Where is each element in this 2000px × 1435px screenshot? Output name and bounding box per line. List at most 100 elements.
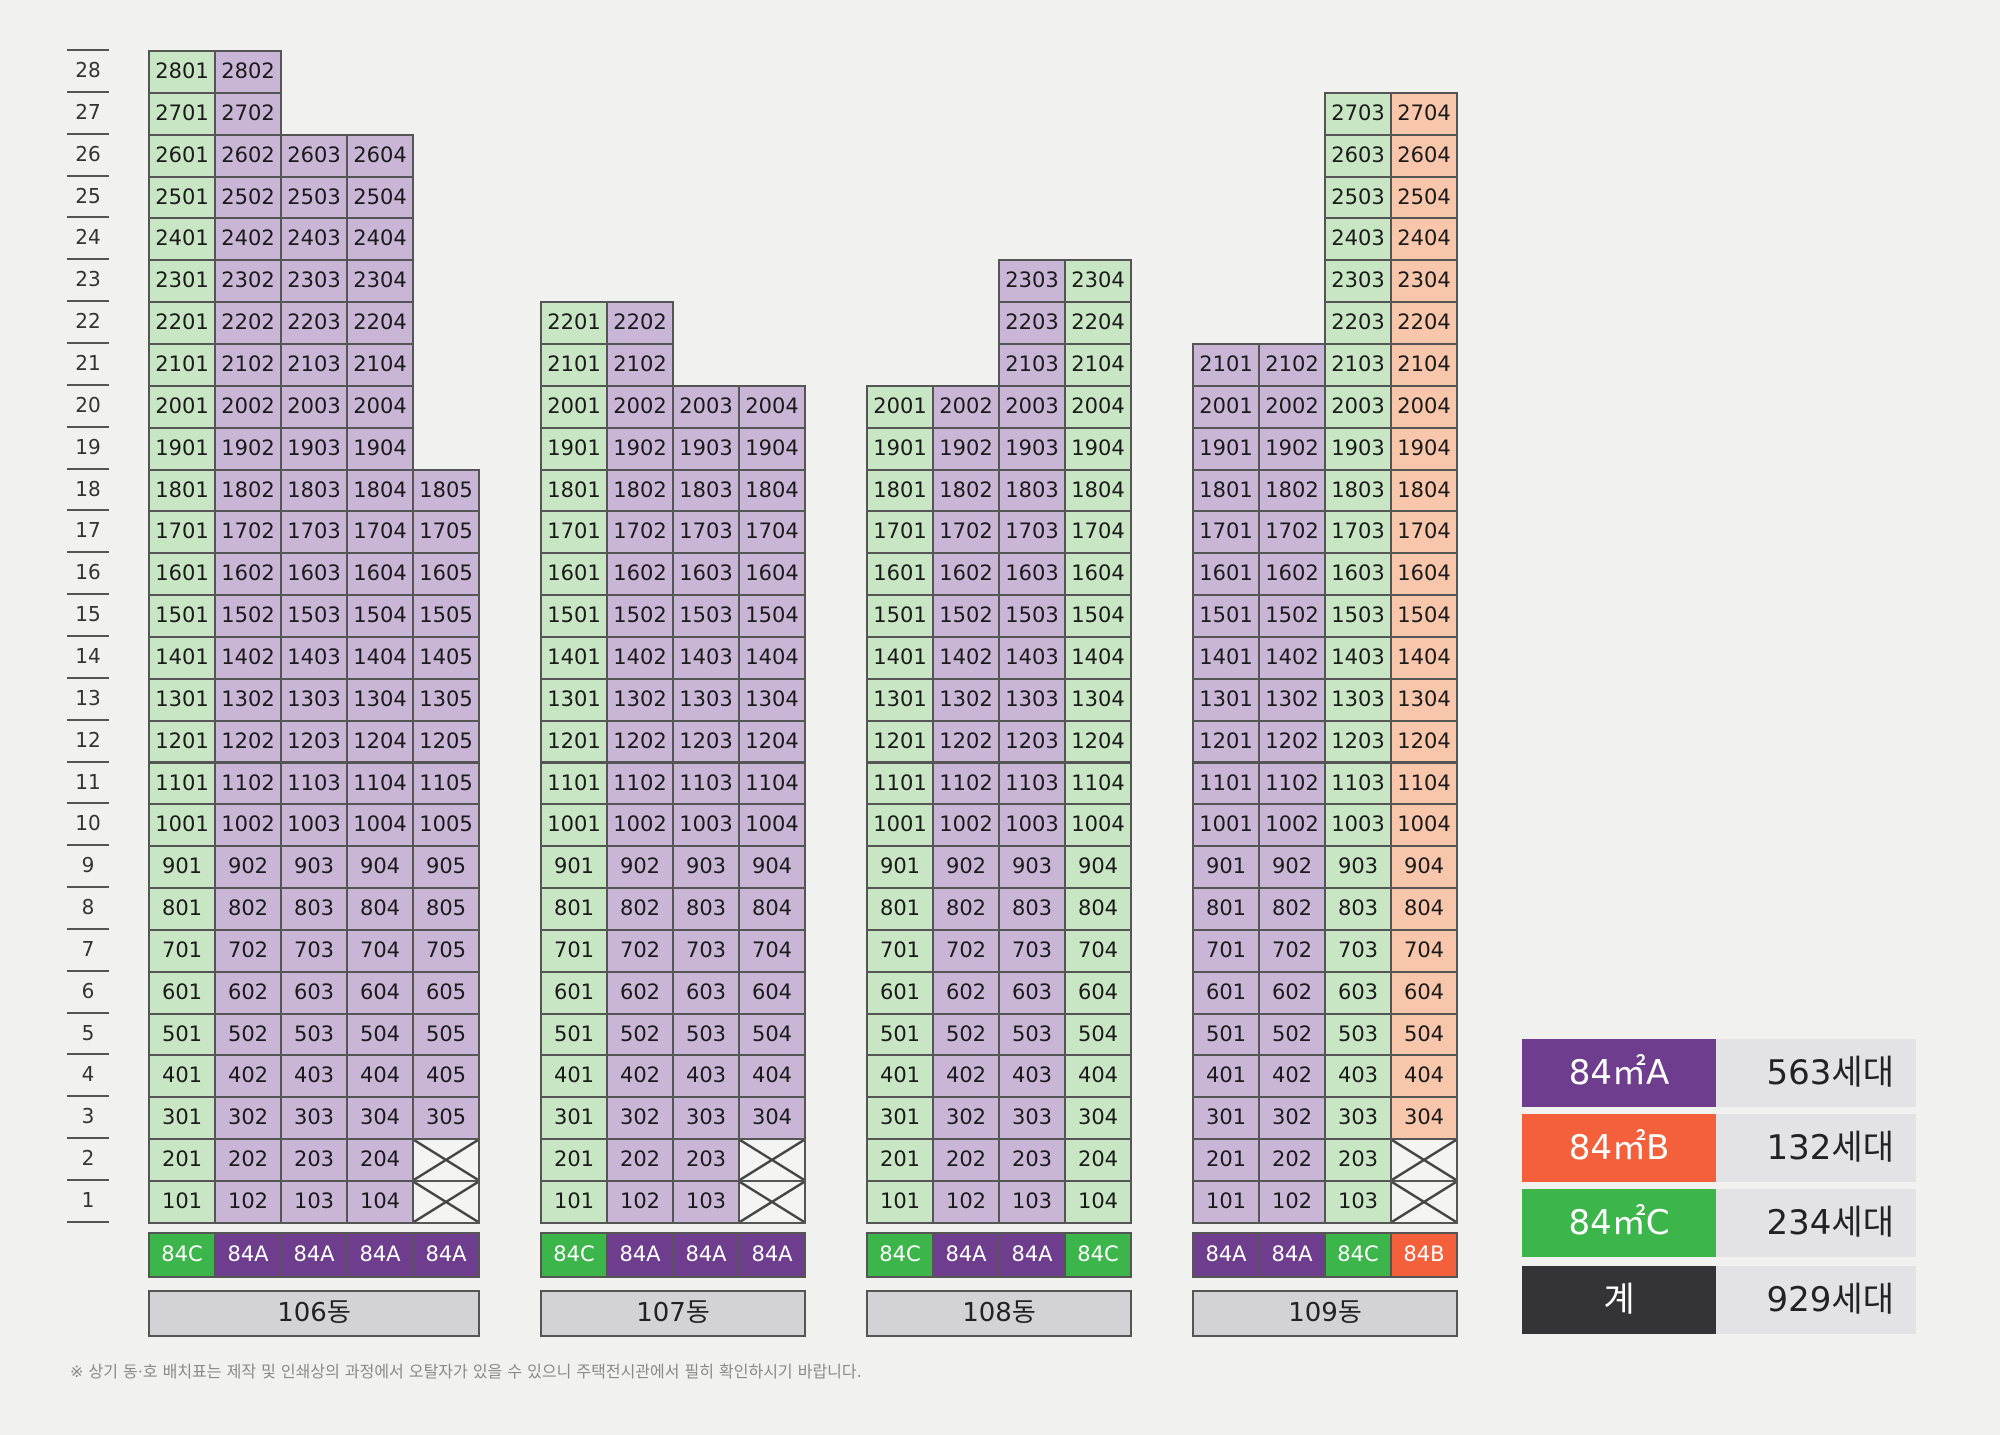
unit-1105: 1105 <box>412 761 480 806</box>
unit-1601: 1601 <box>1192 552 1260 597</box>
unit-2102: 2102 <box>1258 343 1326 387</box>
unit-2802: 2802 <box>214 50 282 94</box>
unit-1802: 1802 <box>1258 468 1326 513</box>
unit-401: 401 <box>1192 1054 1260 1099</box>
unit-804: 804 <box>346 887 414 931</box>
building-label: 106동 <box>148 1290 480 1337</box>
unit-1904: 1904 <box>1390 426 1458 471</box>
unit-1502: 1502 <box>606 594 674 638</box>
unit-1001: 1001 <box>148 803 216 848</box>
unit-603: 603 <box>998 970 1066 1015</box>
unit-2202: 2202 <box>606 301 674 345</box>
unit-2104: 2104 <box>346 343 414 387</box>
floor-divider <box>67 49 109 52</box>
floor-label-22: 22 <box>75 309 101 334</box>
unit-2101: 2101 <box>148 343 216 387</box>
unit-2302: 2302 <box>214 259 282 304</box>
unit-1101: 1101 <box>148 761 216 806</box>
unit-903: 903 <box>280 845 348 890</box>
unit-1203: 1203 <box>1324 719 1392 764</box>
unit-2604: 2604 <box>346 133 414 178</box>
unit-2002: 2002 <box>606 384 674 429</box>
unit-402: 402 <box>1258 1054 1326 1099</box>
unit-1301: 1301 <box>1192 677 1260 722</box>
floor-divider <box>67 216 109 219</box>
unit-1103: 1103 <box>280 761 348 806</box>
void-unit-icon <box>1390 1138 1458 1182</box>
unit-404: 404 <box>1064 1054 1132 1099</box>
floor-divider <box>67 342 109 344</box>
legend-count-84c: 234세대 <box>1716 1189 1916 1257</box>
unit-1701: 1701 <box>866 510 934 555</box>
unit-1102: 1102 <box>606 761 674 806</box>
floor-divider <box>67 802 109 805</box>
unit-1602: 1602 <box>214 552 282 597</box>
unit-2303: 2303 <box>998 259 1066 304</box>
unit-2102: 2102 <box>606 343 674 387</box>
unit-1403: 1403 <box>672 635 740 680</box>
unit-1205: 1205 <box>412 719 480 764</box>
unit-1901: 1901 <box>540 426 608 471</box>
unit-503: 503 <box>280 1012 348 1057</box>
unit-1004: 1004 <box>346 803 414 848</box>
unit-202: 202 <box>1258 1138 1326 1182</box>
unit-1201: 1201 <box>866 719 934 764</box>
unit-1301: 1301 <box>866 677 934 722</box>
unit-2002: 2002 <box>932 384 1000 429</box>
unit-1303: 1303 <box>672 677 740 722</box>
unit-802: 802 <box>606 887 674 931</box>
unit-403: 403 <box>672 1054 740 1099</box>
unit-1003: 1003 <box>672 803 740 848</box>
unit-104: 104 <box>346 1180 414 1224</box>
void-unit-icon <box>1390 1180 1458 1224</box>
unit-803: 803 <box>1324 887 1392 931</box>
unit-402: 402 <box>214 1054 282 1099</box>
floor-label-12: 12 <box>75 727 101 752</box>
unit-1603: 1603 <box>672 552 740 597</box>
building-label: 108동 <box>866 1290 1132 1337</box>
unit-1103: 1103 <box>1324 761 1392 806</box>
unit-501: 501 <box>866 1012 934 1057</box>
legend-count-84b: 132세대 <box>1716 1114 1916 1182</box>
unit-1405: 1405 <box>412 635 480 680</box>
unit-702: 702 <box>606 928 674 973</box>
unit-2003: 2003 <box>1324 384 1392 429</box>
unit-703: 703 <box>280 928 348 973</box>
unit-1001: 1001 <box>866 803 934 848</box>
floor-divider <box>67 467 109 470</box>
floor-divider <box>67 1053 109 1056</box>
unit-1704: 1704 <box>346 510 414 555</box>
unit-1401: 1401 <box>540 635 608 680</box>
unit-403: 403 <box>1324 1054 1392 1099</box>
unit-103: 103 <box>998 1180 1066 1224</box>
unit-1204: 1204 <box>738 719 806 764</box>
unit-1503: 1503 <box>280 594 348 638</box>
unit-1804: 1804 <box>346 468 414 513</box>
unit-1903: 1903 <box>280 426 348 471</box>
unit-2404: 2404 <box>1390 217 1458 262</box>
floor-divider <box>67 258 109 261</box>
unit-604: 604 <box>1390 970 1458 1015</box>
unit-2304: 2304 <box>1064 259 1132 304</box>
unit-2201: 2201 <box>540 301 608 345</box>
unit-2003: 2003 <box>280 384 348 429</box>
floor-divider <box>67 300 109 303</box>
unit-301: 301 <box>148 1096 216 1141</box>
unit-1901: 1901 <box>1192 426 1260 471</box>
floor-label-3: 3 <box>81 1104 95 1129</box>
unit-1902: 1902 <box>214 426 282 471</box>
unit-401: 401 <box>148 1054 216 1099</box>
line-type-badge: 84A <box>280 1232 348 1278</box>
unit-1304: 1304 <box>1064 677 1132 722</box>
unit-101: 101 <box>866 1180 934 1224</box>
unit-1303: 1303 <box>1324 677 1392 722</box>
floor-label-2: 2 <box>81 1146 95 1171</box>
unit-803: 803 <box>998 887 1066 931</box>
unit-203: 203 <box>1324 1138 1392 1182</box>
unit-2204: 2204 <box>346 301 414 345</box>
unit-504: 504 <box>346 1012 414 1057</box>
legend-type-84a: 84㎡A <box>1522 1039 1716 1107</box>
unit-1802: 1802 <box>606 468 674 513</box>
unit-1902: 1902 <box>606 426 674 471</box>
unit-1002: 1002 <box>1258 803 1326 848</box>
